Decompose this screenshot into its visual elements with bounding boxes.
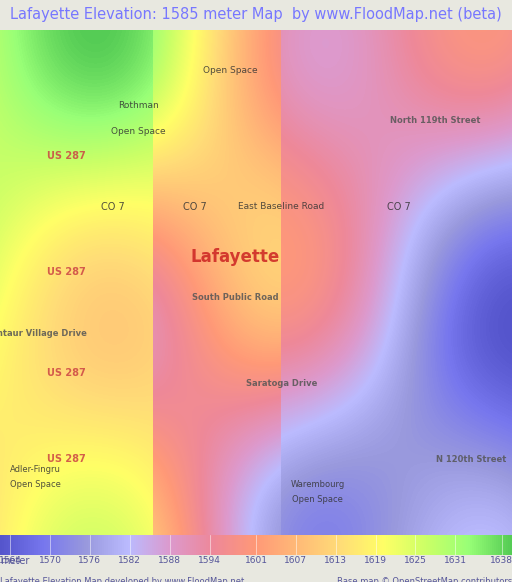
Text: Rothman: Rothman bbox=[118, 101, 159, 110]
Text: 1619: 1619 bbox=[364, 556, 387, 565]
Text: 1594: 1594 bbox=[198, 556, 221, 565]
Text: 1570: 1570 bbox=[38, 556, 61, 565]
Text: N 120th Street: N 120th Street bbox=[436, 455, 506, 464]
Text: 1638: 1638 bbox=[490, 556, 512, 565]
Text: 1582: 1582 bbox=[118, 556, 141, 565]
Text: US 287: US 287 bbox=[47, 454, 86, 464]
Text: 1631: 1631 bbox=[444, 556, 467, 565]
Text: US 287: US 287 bbox=[47, 267, 86, 278]
Text: meter: meter bbox=[0, 556, 29, 566]
Text: East Baseline Road: East Baseline Road bbox=[239, 203, 325, 211]
Text: CO 7: CO 7 bbox=[101, 202, 124, 212]
Text: Base map © OpenStreetMap contributors: Base map © OpenStreetMap contributors bbox=[337, 577, 512, 582]
Text: Saratoga Drive: Saratoga Drive bbox=[246, 379, 317, 388]
Text: 1576: 1576 bbox=[78, 556, 101, 565]
Text: South Public Road: South Public Road bbox=[192, 293, 279, 302]
Text: US 287: US 287 bbox=[47, 151, 86, 161]
Text: Open Space: Open Space bbox=[292, 495, 343, 504]
Text: CO 7: CO 7 bbox=[183, 202, 206, 212]
Text: Centaur Village Drive: Centaur Village Drive bbox=[0, 328, 87, 338]
Text: US 287: US 287 bbox=[47, 368, 86, 378]
Text: Adler-Fingru: Adler-Fingru bbox=[10, 465, 61, 474]
Text: Open Space: Open Space bbox=[10, 480, 61, 489]
Text: 1601: 1601 bbox=[245, 556, 267, 565]
Text: 1613: 1613 bbox=[324, 556, 347, 565]
Text: CO 7: CO 7 bbox=[388, 202, 411, 212]
Text: Warembourg: Warembourg bbox=[290, 480, 345, 489]
Text: Open Space: Open Space bbox=[203, 66, 258, 75]
Text: Open Space: Open Space bbox=[111, 126, 165, 136]
Text: Lafayette Elevation Map developed by www.FloodMap.net: Lafayette Elevation Map developed by www… bbox=[0, 577, 244, 582]
Text: North 119th Street: North 119th Street bbox=[390, 116, 480, 125]
Text: Lafayette: Lafayette bbox=[191, 249, 280, 266]
Text: 1607: 1607 bbox=[284, 556, 307, 565]
Text: 1588: 1588 bbox=[158, 556, 181, 565]
Text: 1625: 1625 bbox=[404, 556, 427, 565]
Text: 1564: 1564 bbox=[0, 556, 22, 565]
Text: Lafayette Elevation: 1585 meter Map  by www.FloodMap.net (beta): Lafayette Elevation: 1585 meter Map by w… bbox=[10, 8, 502, 23]
